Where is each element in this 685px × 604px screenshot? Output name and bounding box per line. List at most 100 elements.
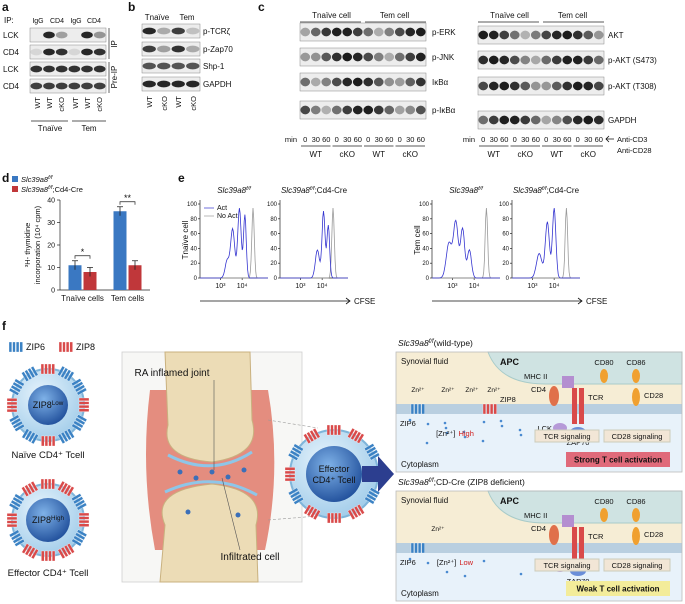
label: cKO	[189, 96, 198, 111]
band	[352, 27, 363, 37]
label: cKO	[517, 150, 533, 159]
transporter-icon	[410, 542, 425, 554]
label: IP	[110, 40, 119, 48]
cd28	[632, 527, 640, 545]
label: 0	[303, 135, 307, 144]
label: MHC II	[524, 372, 547, 381]
band	[562, 55, 573, 65]
band	[551, 81, 562, 91]
error-bar	[117, 206, 123, 216]
costim-ligand	[600, 369, 608, 383]
transporter-segment	[12, 420, 24, 429]
band	[142, 45, 156, 53]
transporter-segment	[63, 369, 72, 380]
band	[171, 27, 185, 35]
bar	[68, 265, 82, 290]
label: Strong T cell activation	[574, 456, 662, 465]
label: Act	[217, 205, 227, 212]
transporter-segment	[369, 452, 380, 461]
label: WT	[488, 150, 501, 159]
text-part: f/f	[542, 186, 548, 192]
cell-label: ZIP8Low	[33, 400, 64, 411]
band	[300, 27, 311, 37]
transporter-segment	[337, 424, 341, 436]
band	[530, 30, 541, 40]
transporter-icon	[6, 398, 18, 413]
transporter-segment	[78, 523, 90, 527]
arrow	[362, 456, 394, 492]
zinc-ion	[426, 422, 430, 426]
band	[499, 115, 510, 125]
y-tick-label: 40	[190, 246, 197, 252]
label: p-AKT (S473)	[608, 56, 657, 65]
transporter-segment	[293, 443, 304, 452]
band	[43, 82, 55, 90]
band	[55, 82, 68, 90]
label: TCR	[588, 532, 604, 541]
plot-title: Slc39a8f/f	[449, 186, 484, 195]
band	[520, 81, 531, 91]
label: 0	[513, 135, 517, 144]
y-tick-label: 80	[190, 217, 197, 223]
zinc-ion	[408, 418, 412, 422]
label: CD28 signaling	[612, 561, 663, 570]
blot	[477, 76, 605, 96]
label: AKT	[608, 31, 624, 40]
transporter-icon	[8, 378, 25, 396]
text-part: Slc39a8	[398, 338, 429, 348]
band	[572, 81, 583, 91]
band	[394, 105, 405, 115]
y-tick-label: 0	[426, 276, 430, 282]
transporter-segment	[57, 365, 66, 377]
label: WT	[145, 96, 154, 108]
band	[186, 80, 200, 88]
cd4	[549, 386, 559, 406]
transporter-segment	[40, 478, 44, 490]
text-part: ;Cd4-Cre	[315, 186, 348, 195]
transporter-segment	[40, 363, 44, 375]
transporter-segment	[73, 420, 84, 429]
transporter-segment	[418, 542, 422, 554]
transporter-segment	[41, 550, 45, 562]
blot	[299, 22, 427, 42]
transporter-segment	[366, 493, 377, 502]
transporter-icon	[364, 487, 381, 505]
mhc	[562, 376, 574, 388]
transporter-icon	[57, 543, 75, 560]
band	[551, 55, 562, 65]
transporter-segment	[303, 433, 312, 444]
label: IκBα	[432, 78, 449, 87]
tcr	[579, 388, 584, 424]
band	[321, 77, 332, 87]
zinc-ion	[426, 561, 430, 565]
y-tick-label: 60	[502, 232, 509, 238]
transporter-segment	[309, 507, 318, 519]
signal-box	[534, 558, 600, 572]
band	[551, 115, 562, 125]
label: p-TCRζ	[203, 27, 231, 36]
text-part: Low	[459, 558, 473, 567]
transporter-segment	[284, 470, 296, 474]
band	[93, 48, 106, 56]
label: 60	[563, 135, 571, 144]
label: WT	[33, 97, 42, 109]
label: CD4	[531, 385, 546, 394]
plot-title: Slc39a8f/f	[217, 186, 252, 195]
label: Cytoplasm	[401, 589, 439, 598]
band	[405, 52, 416, 62]
y-tick-label: 20	[502, 261, 509, 267]
transporter-icon	[21, 480, 39, 497]
text-part: [Zn²⁺]	[436, 429, 455, 438]
transporter-segment	[66, 543, 75, 554]
transporter-icon	[8, 341, 23, 353]
zinc-ion	[482, 559, 486, 563]
lower-bone	[159, 483, 259, 583]
transporter-icon	[41, 435, 56, 447]
label: WT	[551, 150, 564, 159]
transporter-segment	[66, 371, 75, 382]
significance-bracket	[74, 255, 91, 259]
transporter-segment	[306, 506, 315, 517]
transporter-segment	[6, 513, 18, 517]
label: 0	[398, 135, 402, 144]
label: CD4⁺ Tcell	[312, 475, 355, 485]
